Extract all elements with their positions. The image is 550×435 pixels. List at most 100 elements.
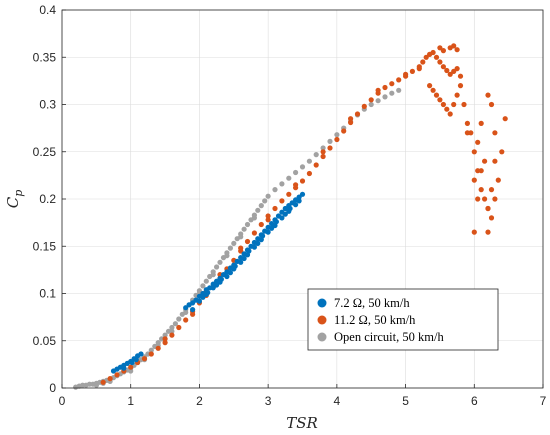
data-point [433, 92, 440, 98]
data-point [265, 229, 271, 235]
data-point [327, 138, 333, 144]
data-point [447, 111, 453, 117]
data-point [461, 101, 467, 108]
legend-box [307, 288, 499, 351]
data-point [327, 145, 333, 151]
data-point [217, 259, 223, 265]
data-point [251, 244, 257, 250]
data-point [299, 164, 306, 170]
data-point [409, 68, 415, 74]
data-point [279, 181, 285, 187]
data-point [485, 92, 491, 98]
data-point [238, 259, 244, 265]
data-point [100, 379, 106, 385]
legend-label-0: 7.2 Ω, 50 km/h [334, 296, 410, 310]
data-point [495, 177, 501, 183]
data-point [334, 136, 340, 143]
data-point [293, 182, 299, 188]
y-tick-label: 0.1 [39, 287, 56, 301]
data-point [488, 101, 495, 108]
legend-label-1: 11.2 Ω, 50 km/h [334, 313, 416, 327]
data-point [200, 283, 206, 289]
data-point [255, 207, 261, 213]
data-point [320, 153, 326, 160]
data-point [440, 101, 446, 108]
data-point [169, 324, 175, 331]
data-point [148, 347, 154, 353]
data-point [293, 202, 299, 208]
data-point [348, 119, 354, 126]
x-tick-label: 7 [540, 394, 547, 408]
data-point [128, 364, 134, 370]
data-point [279, 198, 285, 204]
data-point [241, 255, 247, 262]
data-point [396, 77, 402, 83]
data-point [218, 276, 224, 282]
data-point [128, 368, 134, 374]
data-point [190, 307, 196, 313]
data-point [320, 145, 326, 151]
data-point [169, 332, 175, 338]
data-point [244, 221, 251, 228]
data-point [279, 215, 285, 221]
data-point [155, 345, 161, 351]
data-point [232, 263, 238, 269]
legend: 7.2 Ω, 50 km/h 11.2 Ω, 50 km/h Open circ… [307, 288, 499, 351]
data-point [258, 221, 264, 228]
data-point [492, 130, 498, 136]
data-point [200, 294, 206, 300]
data-point [114, 372, 120, 378]
data-point [306, 158, 312, 164]
axis-ticks: 0 1 2 3 4 5 6 7 0 0.05 0.1 0.15 0.2 0.25 0.3 0.35 0.4 [33, 3, 547, 408]
data-point [224, 253, 230, 259]
data-point [488, 187, 495, 193]
y-axis-label: Cp [4, 190, 25, 209]
y-tick-label: 0 [49, 381, 56, 395]
data-point [169, 328, 175, 334]
data-point [375, 98, 381, 104]
data-point [196, 298, 202, 304]
data-point [447, 71, 453, 77]
data-point [286, 175, 292, 181]
data-point [162, 336, 168, 342]
data-point [375, 87, 381, 93]
data-point [183, 305, 189, 311]
data-point [430, 49, 436, 56]
x-tick-label: 1 [127, 394, 134, 408]
data-point [440, 64, 446, 70]
data-point [93, 382, 99, 388]
data-point [437, 59, 443, 65]
data-point [471, 177, 477, 183]
y-tick-label: 0.4 [39, 3, 56, 17]
data-point [478, 168, 484, 174]
data-point [454, 47, 460, 53]
data-point [269, 225, 275, 231]
data-point [176, 324, 182, 331]
data-point [313, 152, 319, 158]
data-point [361, 103, 367, 109]
data-point [444, 106, 450, 112]
data-point [262, 198, 268, 204]
data-point [162, 332, 168, 338]
data-point [457, 83, 464, 89]
data-point [502, 116, 508, 122]
data-point [444, 67, 450, 74]
data-point [162, 340, 168, 346]
data-point [348, 116, 354, 122]
data-point [141, 356, 148, 362]
data-point [214, 282, 220, 288]
data-point [133, 357, 139, 363]
data-point [482, 158, 488, 164]
x-tick-label: 0 [59, 394, 66, 408]
data-point [172, 321, 178, 327]
data-point [296, 198, 302, 204]
legend-marker-0 [317, 298, 327, 308]
x-tick-label: 3 [265, 394, 272, 408]
data-point [251, 215, 257, 221]
data-point [272, 205, 278, 212]
data-point [430, 87, 436, 93]
data-point [475, 139, 481, 145]
data-point [471, 229, 477, 235]
data-point [176, 316, 182, 322]
data-point [389, 81, 395, 87]
